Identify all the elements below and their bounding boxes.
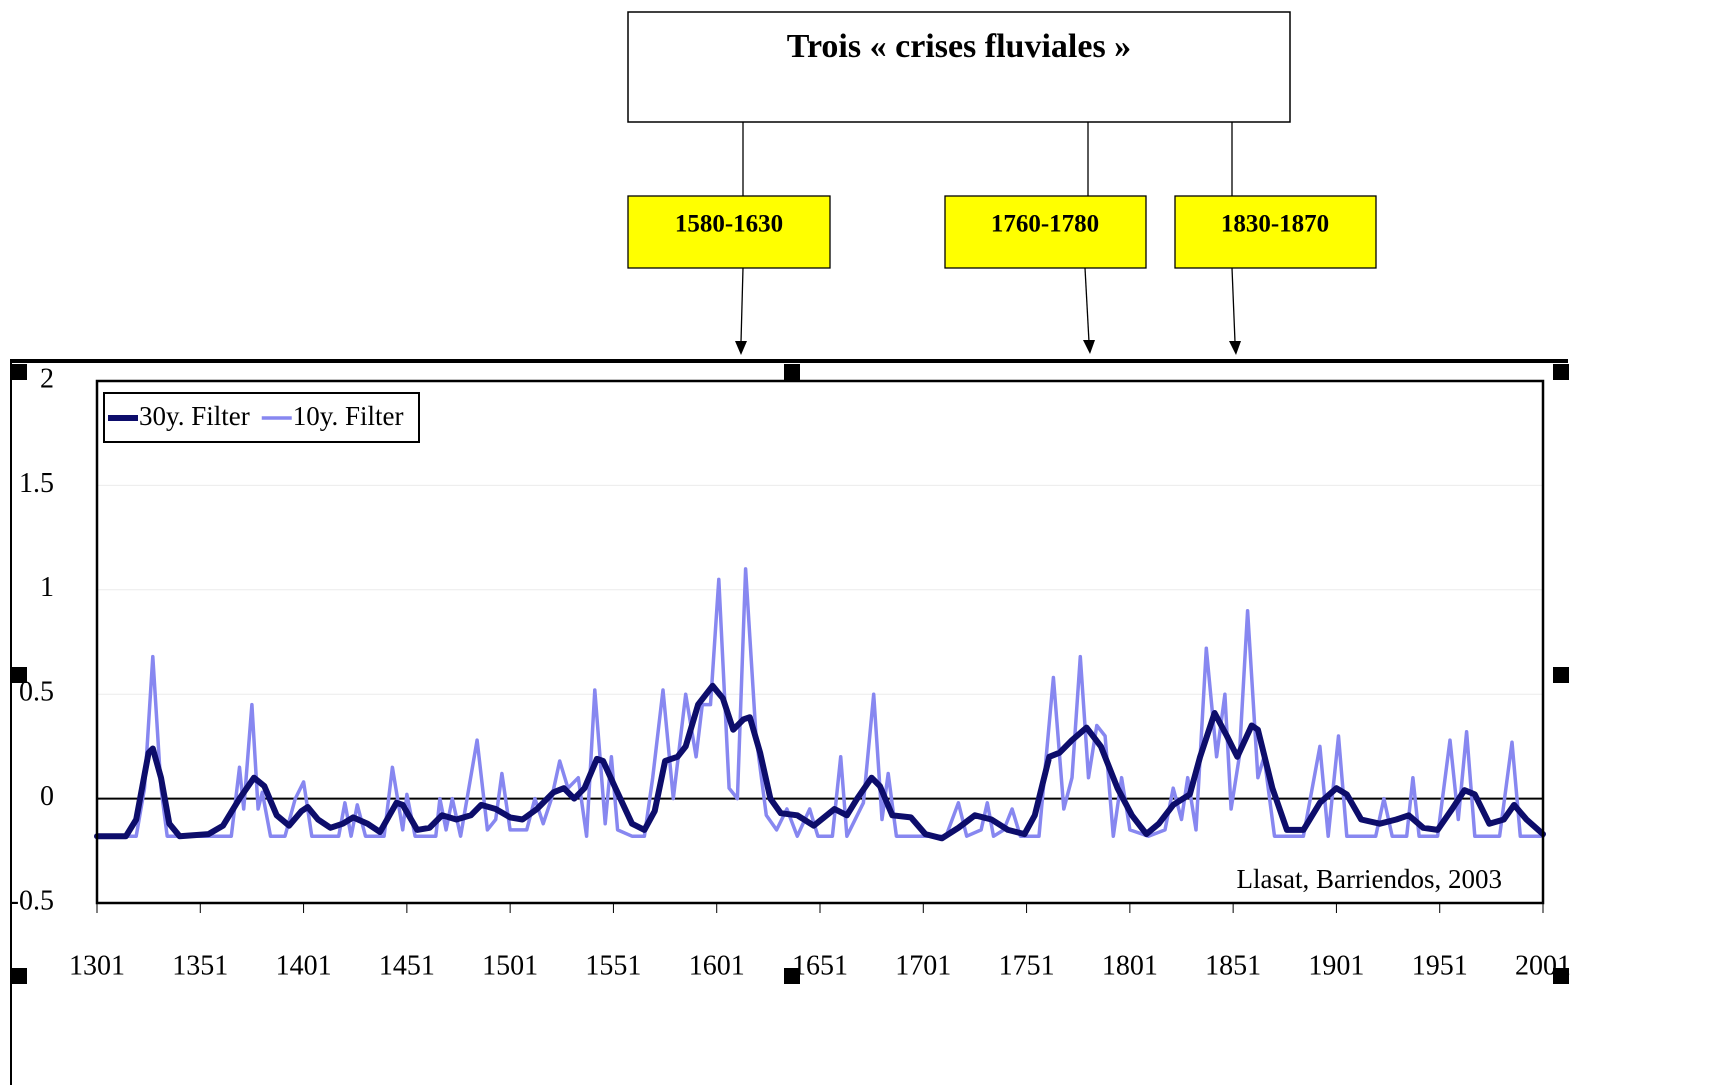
y-tick-label: 0.5 <box>19 677 54 708</box>
arrow <box>740 267 744 343</box>
x-tick-label: 1301 <box>69 950 125 981</box>
arrow <box>1231 267 1236 343</box>
x-tick-label: 1401 <box>276 950 332 981</box>
y-tick-label: -0.5 <box>10 885 54 916</box>
period-box <box>1174 195 1377 269</box>
y-tick-label: 2 <box>40 363 54 394</box>
selection-handles <box>11 364 1569 984</box>
plot-frame <box>95 379 1545 905</box>
handle <box>1553 968 1569 984</box>
period-boxes: 1580-1630 1760-1780 1830-1870 <box>627 195 1377 269</box>
legend-box <box>103 392 420 443</box>
x-tick-label: 1701 <box>895 950 951 981</box>
handle <box>11 968 27 984</box>
legend-label: 10y. Filter <box>293 401 404 431</box>
arrowhead <box>1083 340 1095 354</box>
source: Llasat, Barriendos, 2003 <box>1237 864 1502 894</box>
connectors <box>740 122 1236 343</box>
x-tick-label: 1551 <box>585 950 641 981</box>
legend-label: 30y. Filter <box>139 401 250 431</box>
x-tick-label: 1351 <box>172 950 228 981</box>
x-tick-label: 1451 <box>379 950 435 981</box>
arrowhead <box>735 341 747 355</box>
title-box <box>627 11 1291 123</box>
title: Trois « crises fluviales » <box>787 28 1131 65</box>
handle <box>784 968 800 984</box>
x-tick-label: 1601 <box>689 950 745 981</box>
period-label: 1830-1870 <box>1221 211 1329 238</box>
x-tick-label: 1901 <box>1308 950 1364 981</box>
period-label: 1580-1630 <box>675 211 783 238</box>
period-box <box>627 195 831 269</box>
arrowhead <box>1229 341 1241 355</box>
y-tick-label: 1.5 <box>19 468 54 499</box>
x-tick-label: 1851 <box>1205 950 1261 981</box>
handle <box>1553 667 1569 683</box>
handle <box>784 364 800 380</box>
x-tick-label: 1801 <box>1102 950 1158 981</box>
x-tick-label: 1501 <box>482 950 538 981</box>
x-tick-label: 2001 <box>1515 950 1571 981</box>
series-line <box>95 567 1545 838</box>
handle <box>1553 364 1569 380</box>
plot: 2 1.5 1 0.5 0 -0.5 1301 1351 1401 1451 1501 1551 160… <box>10 363 1571 981</box>
handle <box>11 364 27 380</box>
x-tick-label: 1651 <box>792 950 848 981</box>
series-line <box>94 682 1546 842</box>
arrow <box>1084 267 1090 343</box>
handle <box>11 667 27 683</box>
period-box <box>944 195 1147 269</box>
x-tick-label: 1751 <box>999 950 1055 981</box>
arrowheads <box>735 340 1241 355</box>
y-tick-label: 0 <box>40 781 54 812</box>
x-tick-label: 1951 <box>1412 950 1468 981</box>
y-tick-label: 1 <box>40 572 54 603</box>
period-label: 1760-1780 <box>991 211 1099 238</box>
